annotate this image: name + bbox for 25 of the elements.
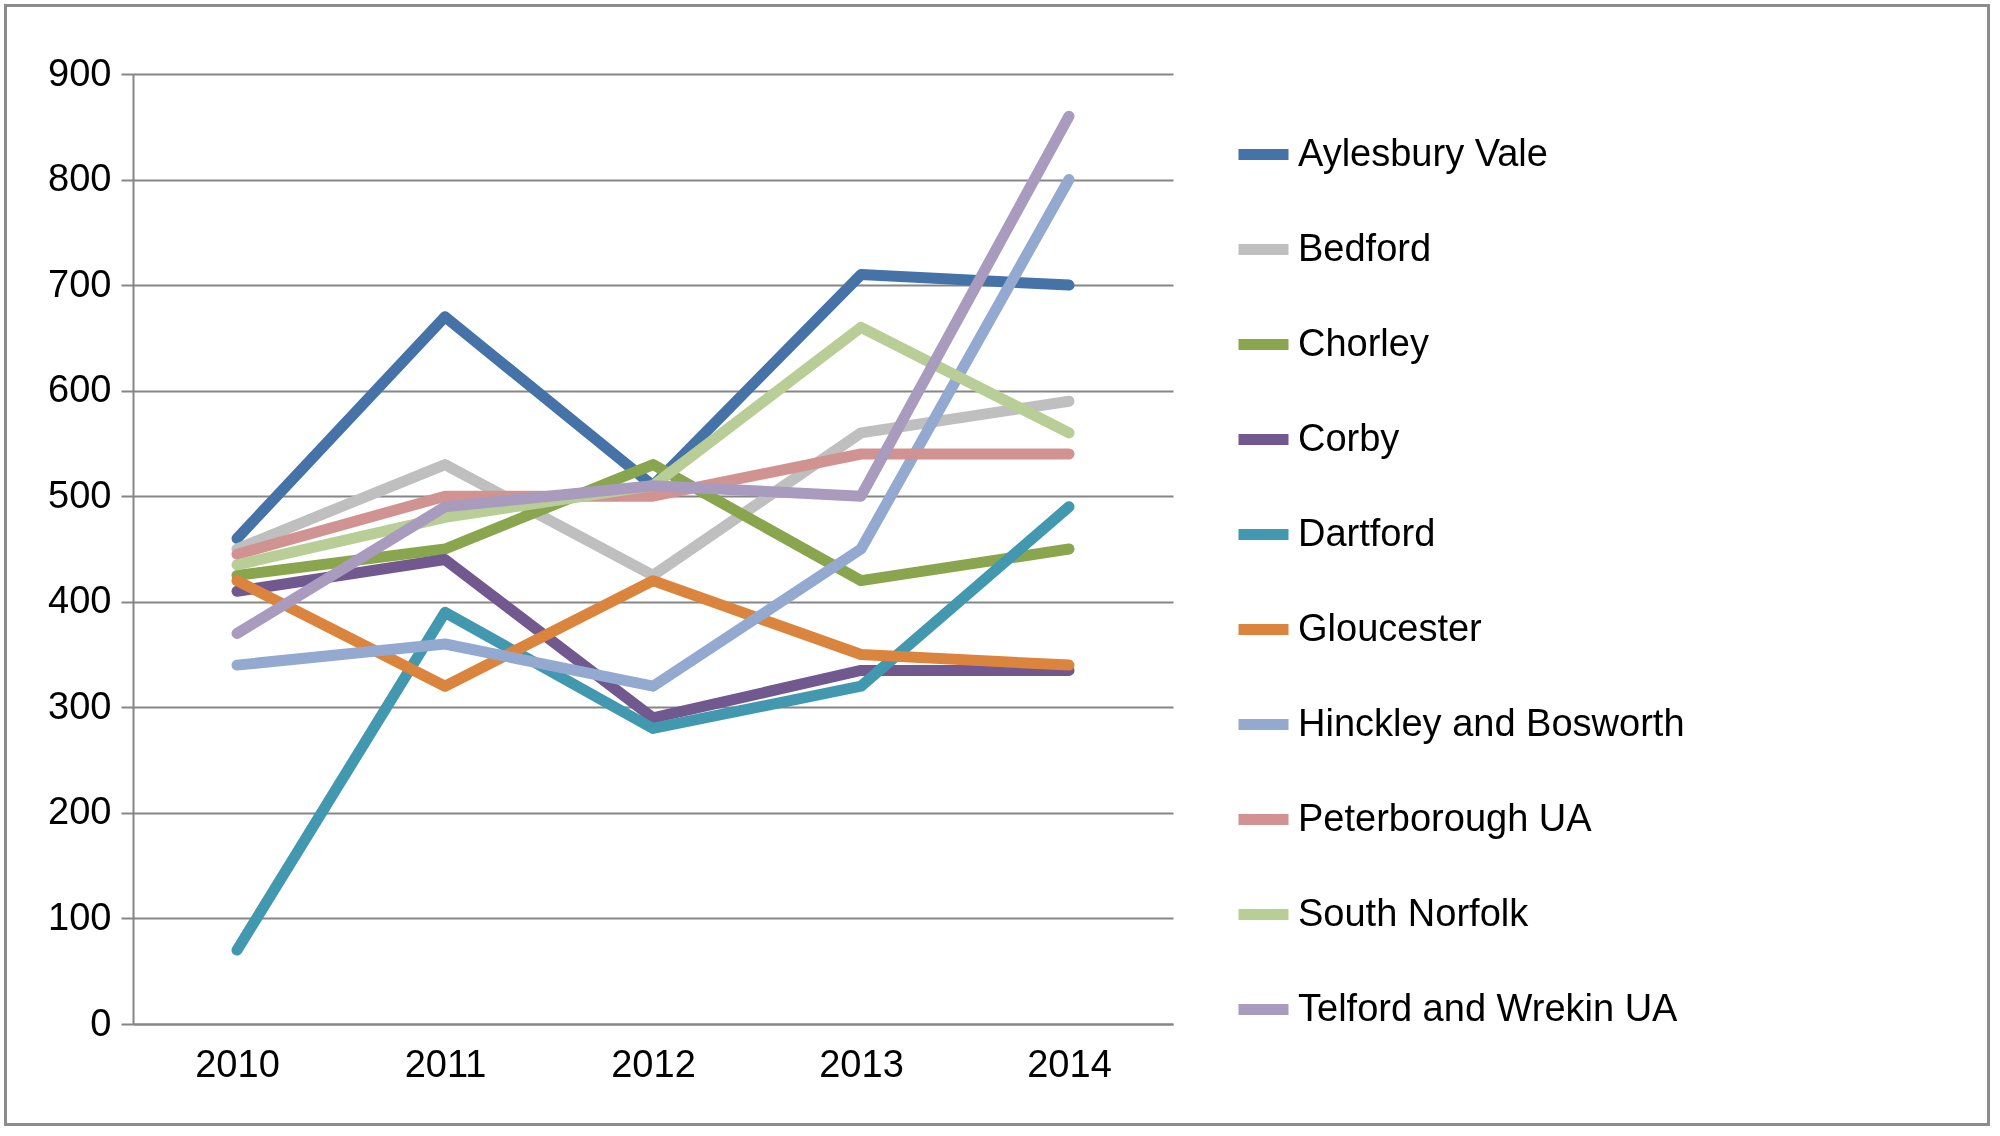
y-tick-label: 0 — [90, 1001, 112, 1044]
legend-label: Hinckley and Bosworth — [1298, 701, 1685, 744]
legend-label: South Norfolk — [1298, 891, 1530, 934]
x-tick-label: 2013 — [819, 1042, 904, 1085]
x-tick-label: 2011 — [404, 1042, 487, 1085]
legend-label: Peterborough UA — [1298, 796, 1593, 839]
legend-label: Dartford — [1298, 511, 1436, 554]
legend-label: Chorley — [1298, 321, 1429, 364]
y-tick-label: 400 — [48, 579, 112, 622]
x-tick-label: 2012 — [611, 1042, 696, 1085]
x-tick-label: 2014 — [1027, 1042, 1112, 1085]
y-tick-label: 900 — [48, 51, 112, 94]
y-tick-label: 200 — [48, 790, 112, 833]
y-tick-label: 800 — [48, 157, 112, 200]
legend-label: Gloucester — [1298, 606, 1483, 649]
x-tick-label: 2010 — [195, 1042, 280, 1085]
legend-label: Bedford — [1298, 226, 1432, 269]
legend-label: Corby — [1298, 416, 1400, 459]
y-tick-label: 100 — [48, 895, 112, 938]
legend-label: Aylesbury Vale — [1298, 131, 1548, 174]
y-tick-label: 300 — [48, 684, 112, 727]
y-tick-label: 600 — [48, 368, 112, 411]
y-tick-label: 700 — [48, 262, 112, 305]
y-tick-label: 500 — [48, 473, 112, 516]
legend-label: Telford and Wrekin UA — [1298, 986, 1679, 1029]
